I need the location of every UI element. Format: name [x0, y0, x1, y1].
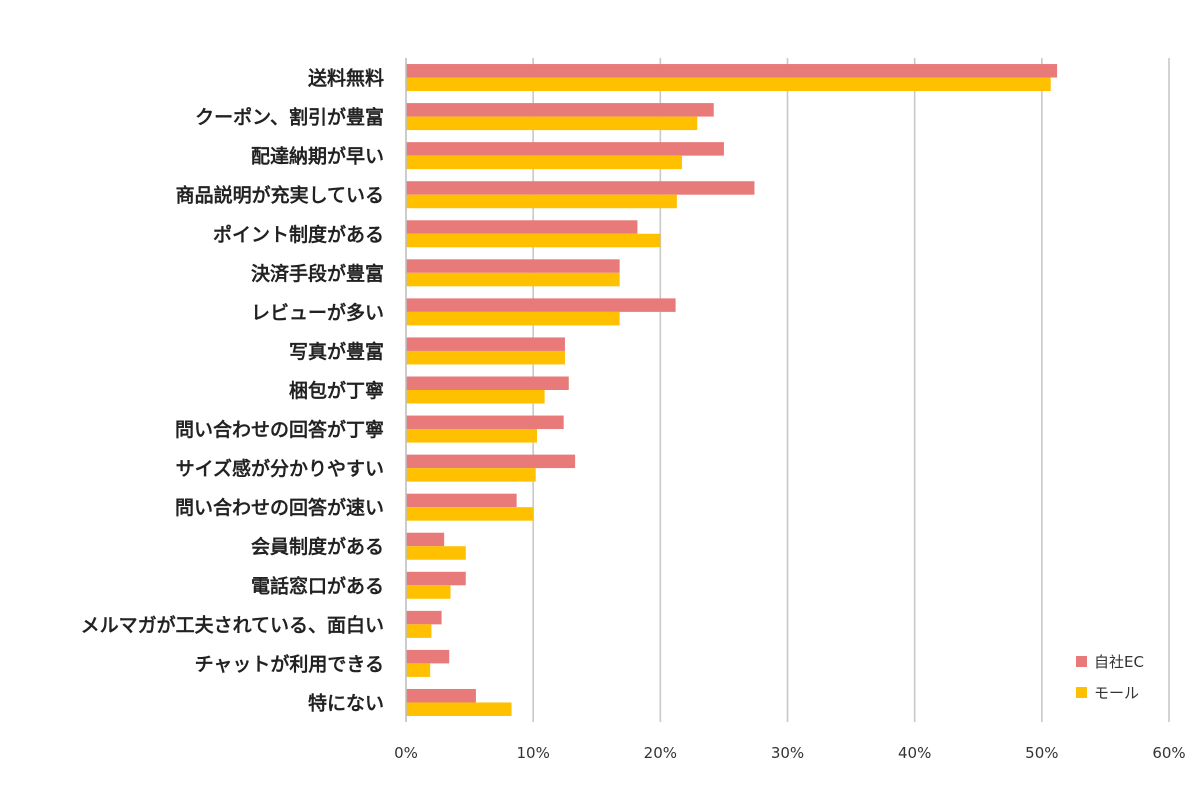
x-tick-label: 0% [394, 744, 418, 762]
category-label: 写真が豊富 [289, 340, 384, 363]
bar-own-ec [406, 454, 576, 469]
category-label: レビューが多い [251, 301, 384, 324]
bar-own-ec [406, 571, 466, 586]
bar-mall [406, 429, 537, 443]
bar-mall [406, 272, 620, 287]
bar-mall [406, 233, 661, 248]
legend-swatch [1076, 656, 1087, 667]
bar-own-ec [406, 64, 1058, 78]
bar-mall [406, 116, 698, 131]
bar-own-ec [406, 220, 638, 234]
bar-own-ec [406, 532, 445, 547]
category-label: 商品説明が充実している [176, 184, 384, 207]
category-label: チャットが利用できる [195, 652, 384, 675]
bar-mall [406, 350, 565, 365]
category-labels: 送料無料クーポン、割引が豊富配達納期が早い商品説明が充実しているポイント制度があ… [81, 67, 384, 715]
bar-mall [406, 390, 545, 404]
bar-mall [406, 546, 466, 560]
bars [406, 64, 1058, 716]
bar-own-ec [406, 493, 517, 508]
bar-mall [406, 468, 536, 482]
category-label: 特にない [308, 692, 384, 714]
bar-own-ec [406, 688, 476, 703]
bar-mall [406, 663, 431, 677]
bar-mall [406, 311, 620, 326]
bar-mall [406, 194, 677, 209]
bar-own-ec [406, 415, 564, 430]
bar-own-ec [406, 103, 714, 117]
bar-own-ec [406, 142, 724, 156]
legend: 自社EC モール [1076, 653, 1144, 702]
x-tick-label: 50% [1025, 744, 1058, 762]
bar-mall [406, 624, 432, 638]
bar-own-ec [406, 337, 565, 351]
legend-label: モール [1094, 684, 1139, 702]
category-label: 配達納期が早い [251, 145, 384, 168]
category-label: 問い合わせの回答が丁寧 [175, 418, 384, 441]
bar-own-ec [406, 610, 442, 625]
category-label: 梱包が丁寧 [289, 379, 384, 402]
bar-own-ec [406, 376, 569, 390]
bar-mall [406, 585, 451, 599]
category-label: 電話窓口がある [251, 574, 384, 597]
legend-label: 自社EC [1094, 653, 1144, 671]
bar-mall [406, 155, 682, 170]
bar-own-ec [406, 649, 450, 664]
x-tick-label: 40% [898, 744, 931, 762]
category-label: サイズ感が分かりやすい [176, 457, 384, 480]
bar-mall [406, 77, 1051, 92]
bar-own-ec [406, 259, 620, 273]
x-tick-label: 60% [1152, 744, 1185, 762]
category-label: 会員制度がある [251, 535, 384, 558]
category-label: メルマガが工夫されている、面白い [81, 613, 384, 636]
bar-own-ec [406, 298, 676, 312]
category-label: 問い合わせの回答が速い [175, 496, 384, 519]
x-tick-labels: 0% 10% 20% 30% 40% 50% 60% [394, 744, 1186, 762]
legend-swatch [1076, 687, 1087, 698]
category-label: 決済手段が豊富 [251, 262, 384, 285]
x-tick-label: 20% [644, 744, 677, 762]
x-tick-label: 30% [771, 744, 804, 762]
category-label: 送料無料 [308, 67, 384, 90]
bar-own-ec [406, 181, 755, 195]
category-label: ポイント制度がある [213, 223, 384, 246]
bar-mall [406, 507, 534, 521]
category-label: クーポン、割引が豊富 [195, 106, 384, 129]
bar-mall [406, 702, 512, 716]
x-tick-label: 10% [516, 744, 549, 762]
